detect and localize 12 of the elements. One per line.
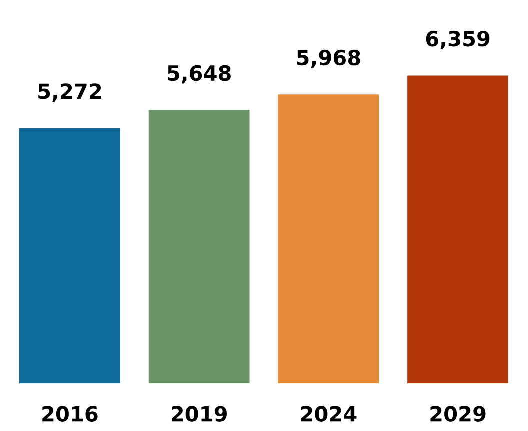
x-tick-label: 2016 — [42, 406, 98, 422]
bar — [20, 128, 120, 384]
bar — [408, 76, 508, 384]
data-label: 6,359 — [426, 30, 490, 50]
x-tick-label: 2019 — [172, 406, 227, 422]
data-label: 5,272 — [38, 84, 102, 102]
x-tick-label: 2024 — [301, 406, 357, 422]
x-tick-label: 2029 — [430, 406, 486, 422]
data-label: 5,648 — [168, 65, 231, 84]
data-label: 5,968 — [297, 50, 360, 68]
bar — [278, 94, 380, 384]
bar — [148, 110, 250, 384]
